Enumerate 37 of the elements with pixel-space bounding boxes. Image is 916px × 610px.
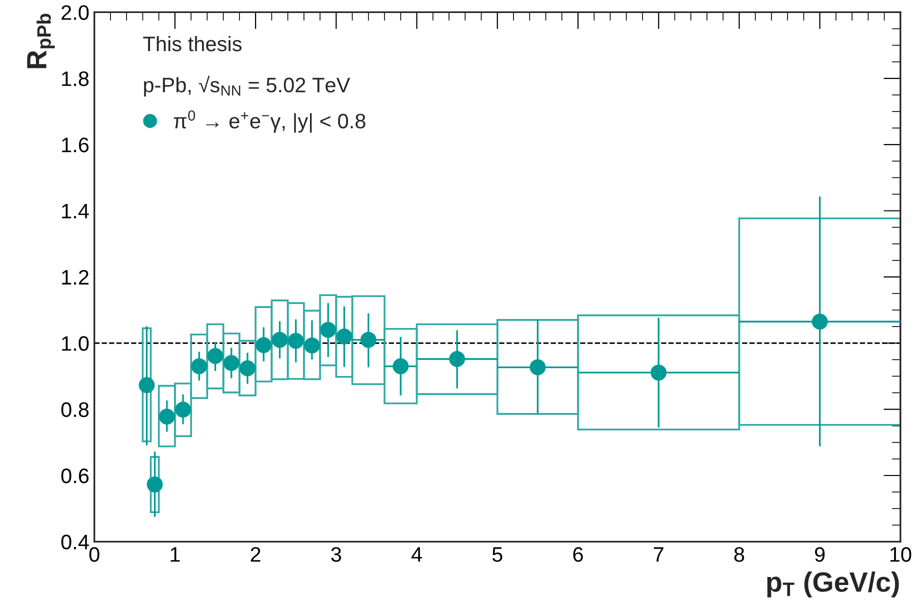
point (530, 359, 546, 376)
y-axis-title: R$_{pPb}$ (27, 14, 55, 68)
annotation: This thesis (143, 36, 242, 52)
x-tick-label: 8 (734, 547, 744, 562)
point (650, 364, 667, 381)
y-tick-label: 0.6 (61, 468, 89, 484)
x-tick-label: 5 (492, 547, 502, 562)
x-tick-label: 1 (170, 547, 180, 562)
x-tick-label: 0 (89, 547, 100, 562)
y-tick-label: 0.4 (61, 534, 89, 550)
y-tick-label: 0.8 (61, 402, 89, 418)
y-tick-label: 2.0 (62, 5, 89, 20)
y-tick-label: 1.8 (62, 71, 89, 86)
point (392, 358, 409, 374)
point (360, 332, 376, 348)
legend-label: π$^{0}$ → e$^{+}$e$^{−}$γ, |y| < 0.8 (174, 110, 366, 133)
y-tick-label: 1.0 (62, 336, 89, 351)
point (207, 348, 224, 364)
point (138, 377, 155, 394)
y-tick-label: 1.4 (62, 204, 89, 218)
point (146, 476, 163, 492)
annotation: p-Pb, √s$_{NN}$ = 5.02 TeV (144, 76, 350, 97)
x-tick-label: 4 (411, 547, 422, 562)
x-tick-label: 2 (250, 547, 260, 562)
y-tick-label: 1.6 (62, 138, 89, 152)
point (256, 337, 272, 354)
x-tick-label: 3 (331, 547, 342, 562)
x-tick-label: 7 (654, 547, 664, 562)
point (304, 337, 320, 354)
point (812, 314, 828, 330)
x-tick-label: 9 (815, 547, 825, 562)
point (320, 322, 336, 338)
x-tick-label: 6 (573, 547, 583, 562)
y-tick-label: 1.2 (62, 270, 88, 284)
x-tick-label: 10 (890, 547, 912, 562)
point (449, 351, 466, 367)
x-axis-title: p$_{T}$ (GeV/c) (767, 572, 899, 598)
